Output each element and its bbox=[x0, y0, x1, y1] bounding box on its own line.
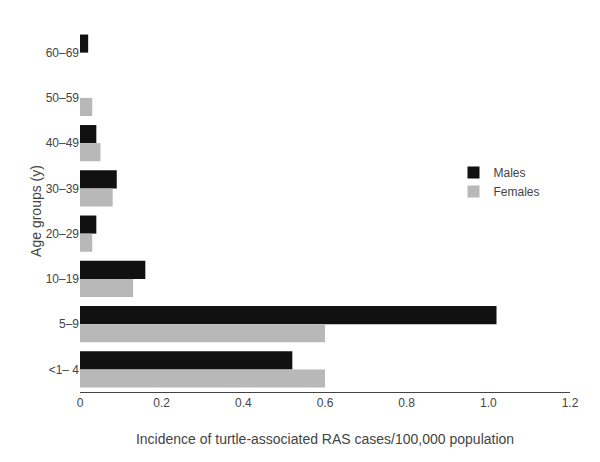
svg-text:40–49: 40–49 bbox=[46, 136, 80, 150]
svg-text:Females: Females bbox=[494, 185, 540, 199]
svg-text:10–19: 10–19 bbox=[46, 272, 80, 286]
svg-text:0: 0 bbox=[77, 396, 84, 410]
svg-text:Males: Males bbox=[494, 166, 526, 180]
svg-text:<1– 4: <1– 4 bbox=[49, 363, 80, 377]
svg-text:0.2: 0.2 bbox=[153, 396, 170, 410]
svg-text:30–39: 30–39 bbox=[46, 182, 80, 196]
svg-text:0.8: 0.8 bbox=[398, 396, 415, 410]
svg-text:Age groups (y): Age groups (y) bbox=[28, 165, 44, 257]
svg-text:0.6: 0.6 bbox=[317, 396, 334, 410]
svg-text:0.4: 0.4 bbox=[235, 396, 252, 410]
svg-text:1.0: 1.0 bbox=[480, 396, 497, 410]
svg-text:50–59: 50–59 bbox=[46, 91, 80, 105]
svg-text:5–9: 5–9 bbox=[59, 317, 79, 331]
svg-text:20–29: 20–29 bbox=[46, 227, 80, 241]
svg-text:60–69: 60–69 bbox=[46, 46, 80, 60]
svg-text:Incidence of turtle-associated: Incidence of turtle-associated RAS cases… bbox=[136, 431, 514, 447]
svg-text:1.2: 1.2 bbox=[562, 396, 579, 410]
